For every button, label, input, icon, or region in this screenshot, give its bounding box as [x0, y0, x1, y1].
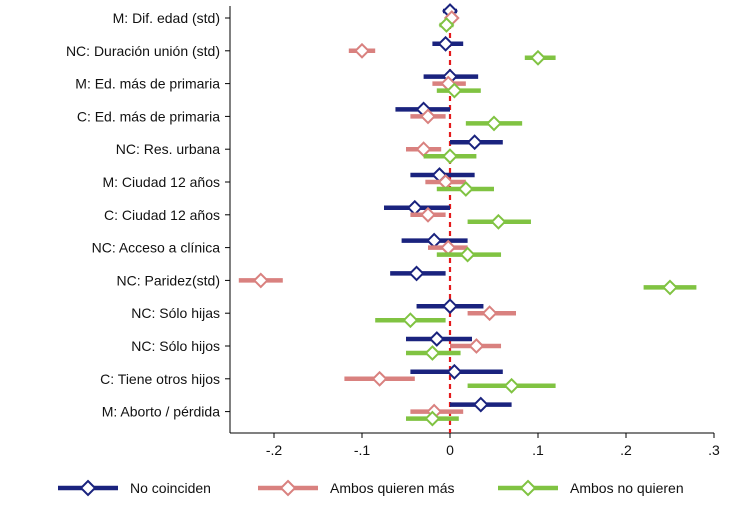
point-estimate-marker [442, 148, 458, 165]
point-estimate-marker [437, 35, 454, 52]
y-tick-label: M: Aborto / pérdida [102, 404, 221, 420]
point-estimate-marker [252, 272, 269, 289]
point-estimate-marker [468, 338, 485, 354]
legend-swatch-marker [279, 479, 297, 497]
y-tick-label: C: Ed. más de primaria [77, 108, 220, 124]
point-estimate-marker [402, 312, 419, 329]
legend-swatch-marker [79, 479, 97, 497]
y-tick-label: NC: Acceso a clínica [92, 240, 221, 256]
marks-layer [238, 3, 697, 433]
y-tick-label: M: Ed. más de primaria [75, 76, 220, 92]
point-estimate-marker [354, 42, 370, 59]
legend-label: Ambos quieren más [330, 480, 455, 496]
point-estimate-marker [420, 206, 436, 223]
point-estimate-marker [486, 115, 502, 132]
y-tick-label: NC: Sólo hijos [131, 338, 220, 354]
y-tick-label: C: Tiene otros hijos [100, 371, 220, 387]
point-estimate-marker [459, 246, 476, 263]
x-tick-label: -.1 [354, 442, 371, 458]
legend-label: No coinciden [130, 480, 211, 496]
y-tick-label: NC: Sólo hijas [131, 305, 220, 321]
point-estimate-marker [408, 265, 425, 282]
y-tick-label: NC: Duración unión (std) [66, 43, 220, 59]
point-estimate-marker [428, 331, 445, 347]
point-estimate-marker [481, 305, 498, 322]
point-estimate-marker [420, 108, 436, 125]
y-tick-label: M: Dif. edad (std) [113, 10, 220, 26]
y-tick-label: NC: Paridez(std) [117, 272, 220, 288]
x-tick-label: .3 [708, 442, 720, 458]
legend-label: Ambos no quieren [570, 480, 684, 496]
x-tick-label: -.2 [266, 442, 283, 458]
point-estimate-marker [490, 213, 507, 230]
point-estimate-marker [446, 82, 463, 99]
point-estimate-marker [442, 298, 458, 315]
x-tick-label: .1 [532, 442, 544, 458]
point-estimate-marker [530, 49, 546, 66]
point-estimate-marker [466, 134, 483, 151]
y-tick-label: M: Ciudad 12 años [102, 174, 220, 190]
point-estimate-marker [662, 279, 678, 296]
point-estimate-marker [371, 370, 388, 387]
point-estimate-marker [446, 363, 463, 380]
point-estimate-marker [424, 345, 441, 361]
axes-layer: -.2 -.1 0 .1 .2 .3 M: Dif. edad (std) NC: Durac… [66, 6, 720, 458]
point-estimate-marker [457, 181, 474, 197]
point-estimate-marker [424, 410, 441, 427]
point-estimate-marker [472, 396, 489, 413]
y-tick-label: NC: Res. urbana [116, 141, 220, 157]
point-estimate-marker [438, 17, 455, 33]
y-tick-label: C: Ciudad 12 años [104, 207, 220, 223]
legend: No coinciden Ambos quieren más Ambos no qu… [58, 479, 684, 497]
x-tick-label: .2 [620, 442, 632, 458]
legend-swatch-marker [519, 479, 537, 497]
x-tick-label: 0 [446, 442, 454, 458]
point-estimate-marker [503, 377, 520, 394]
